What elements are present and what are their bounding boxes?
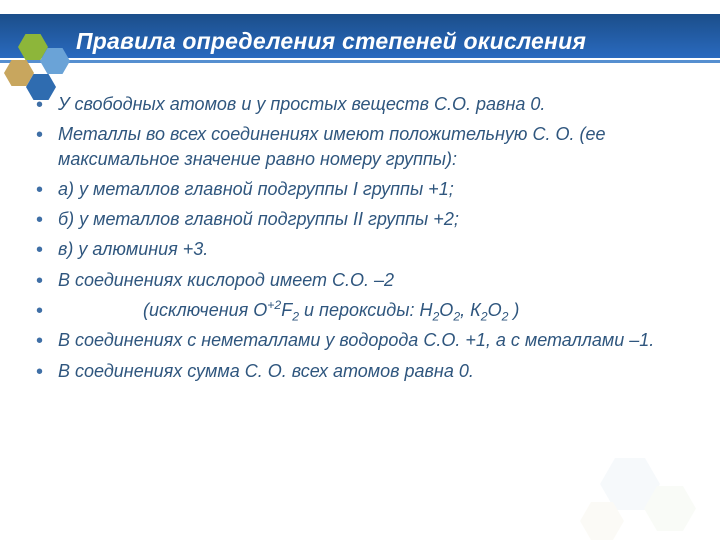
hex-cluster-top-left: [4, 34, 78, 116]
list-item: В соединениях кислород имеет С.О. –2: [36, 268, 684, 292]
list-item: В соединениях с неметаллами у водорода С…: [36, 328, 684, 352]
header-band: Правила определения степеней окисления: [0, 14, 720, 70]
hex-cluster-bottom-right: [580, 458, 710, 548]
list-item: б) у металлов главной подгруппы II групп…: [36, 207, 684, 231]
list-item: У свободных атомов и у простых веществ С…: [36, 92, 684, 116]
bullet-list: У свободных атомов и у простых веществ С…: [36, 92, 684, 383]
list-item: (исключения O+2F2 и пероксиды: Н2О2, К2О…: [36, 298, 684, 322]
page-title: Правила определения степеней окисления: [76, 28, 586, 55]
list-item: В соединениях сумма С. О. всех атомов ра…: [36, 359, 684, 383]
list-item: в) у алюминия +3.: [36, 237, 684, 261]
content-area: У свободных атомов и у простых веществ С…: [0, 70, 720, 383]
list-item: Металлы во всех соединениях имеют положи…: [36, 122, 684, 171]
list-item: а) у металлов главной подгруппы I группы…: [36, 177, 684, 201]
